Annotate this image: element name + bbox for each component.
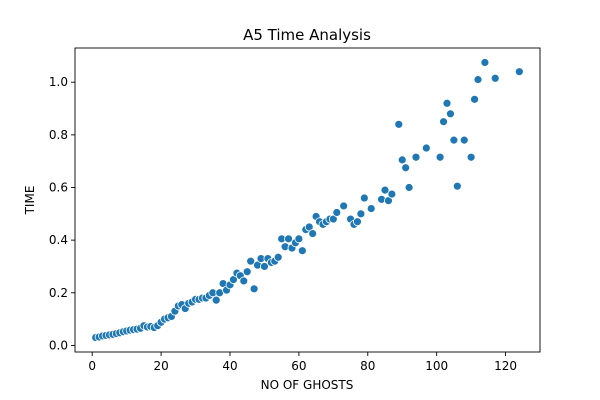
y-tick-label: 0.6 — [49, 180, 68, 194]
y-axis-ticks: 0.0 0.2 0.4 0.6 0.8 1.0 — [49, 75, 75, 352]
data-point — [480, 58, 490, 67]
x-tick-label: 60 — [291, 359, 306, 373]
data-point — [380, 185, 390, 195]
data-point — [459, 135, 469, 145]
data-point — [211, 295, 221, 305]
y-axis-label: TIME — [23, 186, 37, 216]
data-point — [404, 183, 414, 192]
x-axis-label: NO OF GHOSTS — [261, 378, 354, 392]
data-point — [332, 208, 342, 217]
data-point — [284, 234, 293, 244]
data-point — [246, 256, 256, 266]
y-tick-label: 1.0 — [49, 75, 68, 89]
y-tick-label: 0.0 — [49, 338, 68, 352]
data-point — [397, 155, 407, 165]
y-tick-label: 0.8 — [49, 128, 68, 142]
data-point — [294, 234, 304, 244]
data-point — [387, 189, 397, 199]
data-point — [446, 109, 455, 119]
data-point — [449, 135, 459, 145]
data-point — [353, 217, 362, 227]
data-point — [470, 94, 479, 104]
data-point — [473, 75, 483, 84]
data-point — [366, 204, 376, 213]
y-tick-label: 0.2 — [49, 286, 68, 300]
x-tick-label: 100 — [425, 359, 448, 373]
data-point — [401, 163, 411, 173]
data-point — [514, 67, 524, 77]
data-point — [239, 276, 249, 286]
data-point — [242, 267, 252, 277]
plot-frame — [74, 47, 541, 353]
data-point — [356, 209, 366, 219]
x-axis-ticks: 0 20 40 60 80 100 120 — [88, 352, 517, 373]
data-point — [439, 117, 448, 127]
data-point — [466, 152, 476, 162]
data-point — [442, 98, 452, 108]
data-point — [339, 201, 349, 211]
data-point — [452, 181, 462, 191]
x-tick-label: 20 — [153, 359, 168, 373]
data-point — [421, 143, 431, 153]
data-point — [297, 246, 307, 256]
data-point — [435, 152, 445, 162]
y-tick-label: 0.4 — [49, 233, 68, 247]
data-point — [273, 252, 283, 262]
chart-title: A5 Time Analysis — [243, 26, 371, 44]
data-point — [249, 284, 259, 294]
x-tick-label: 80 — [360, 359, 375, 373]
x-tick-label: 40 — [222, 359, 237, 373]
x-tick-label: 120 — [494, 359, 517, 373]
data-point — [359, 193, 369, 203]
data-points — [91, 58, 524, 342]
data-point — [490, 73, 500, 83]
data-point — [394, 119, 404, 129]
x-tick-label: 0 — [88, 359, 96, 373]
data-point — [308, 229, 318, 238]
data-point — [411, 152, 421, 162]
data-point — [260, 262, 269, 271]
